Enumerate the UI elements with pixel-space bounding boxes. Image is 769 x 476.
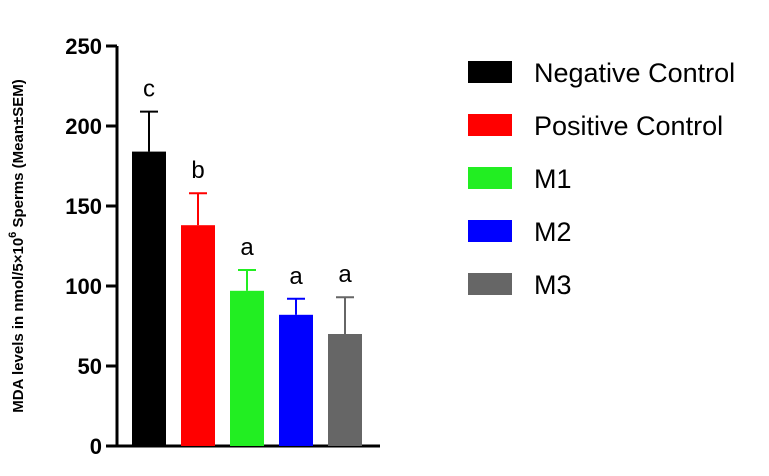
y-tick-label-200: 200 [65,114,102,139]
legend-label-m3: M3 [534,270,572,300]
y-axis-label-suffix: Sperms (Mean±SEM) [10,79,27,231]
legend-label-m1: M1 [534,164,572,194]
significance-label-positive-control: b [191,157,204,184]
y-tick-label-0: 0 [90,434,102,459]
bars: c b a a a [132,76,362,446]
y-tick-label-100: 100 [65,274,102,299]
y-tick-label-150: 150 [65,194,102,219]
bar-m1 [230,290,264,446]
significance-label-negative-control: c [143,76,155,103]
bar-m2 [279,314,313,446]
y-axis-label: MDA levels in nmol/5×106 Sperms (Mean±SE… [7,79,27,413]
legend-swatch-m2 [468,220,512,242]
legend-swatch-positive-control [468,114,512,136]
bar-positive-control [181,225,215,446]
legend: Negative Control Positive Control M1 M2 M3 [468,58,735,300]
legend-label-m2: M2 [534,217,572,247]
svg-text:MDA levels in nmol/5×106 Sperm: MDA levels in nmol/5×106 Sperms (Mean±SE… [7,79,27,413]
significance-label-m3: a [338,261,352,288]
legend-label-positive-control: Positive Control [534,111,723,141]
significance-label-m2: a [289,263,303,290]
y-axis-label-superscript: 6 [7,232,19,238]
legend-swatch-m3 [468,273,512,295]
y-tick-label-50: 50 [78,354,102,379]
significance-label-m1: a [240,234,254,261]
legend-label-negative-control: Negative Control [534,58,735,88]
legend-swatch-m1 [468,167,512,189]
y-tick-label-250: 250 [65,34,102,59]
bar-negative-control [132,151,166,446]
legend-swatch-negative-control [468,61,512,83]
bar-m3 [328,334,362,446]
y-axis-label-prefix: MDA levels in nmol/5×10 [10,238,27,413]
